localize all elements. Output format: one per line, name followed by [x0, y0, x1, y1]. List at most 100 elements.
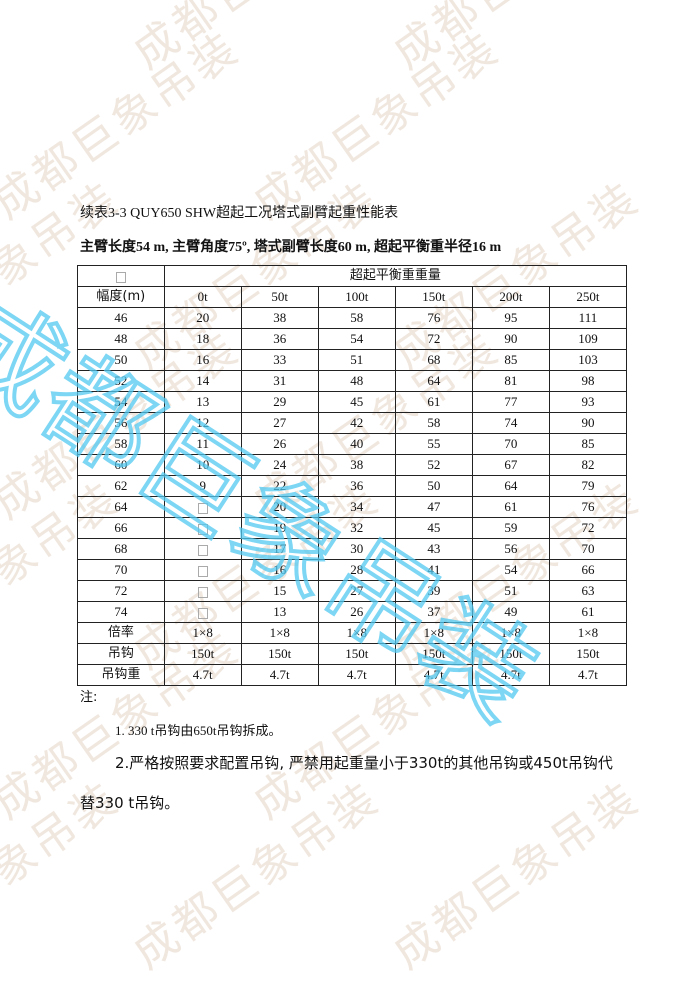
watermark-text: 成都巨象吊装 — [243, 22, 510, 230]
table-row: 66 19 32 45 59 72 — [77, 517, 628, 539]
radius-cell: 72 — [77, 580, 165, 602]
table-row: 48 18 36 54 72 90 109 — [77, 328, 628, 350]
table-row: 50 16 33 51 68 85 103 — [77, 349, 628, 371]
footer-cell: 150t — [163, 643, 242, 665]
notes-heading: 注: — [80, 690, 98, 705]
lifting-capacity-table: 超起平衡重重量 幅度(m) 0t 50t 100t 150t 200t 250t 46 20… — [77, 265, 628, 686]
capacity-cell: 61 — [548, 601, 628, 623]
capacity-cell: 76 — [548, 496, 628, 518]
watermark-text: 成都巨象吊装 — [0, 22, 250, 230]
capacity-cell: 74 — [471, 412, 550, 434]
missing-glyph-icon — [197, 565, 208, 577]
missing-glyph-icon — [197, 586, 208, 598]
capacity-cell: 33 — [240, 349, 319, 371]
capacity-cell: 64 — [394, 370, 473, 392]
capacity-cell: 70 — [471, 433, 550, 455]
missing-glyph-icon — [197, 544, 208, 556]
capacity-cell: 67 — [471, 454, 550, 476]
footer-row: 倍率 1×8 1×8 1×8 1×8 1×8 1×8 — [77, 622, 628, 644]
capacity-cell: 51 — [317, 349, 396, 371]
missing-glyph-icon — [197, 523, 208, 535]
column-header: 100t — [317, 286, 396, 308]
capacity-cell: 16 — [240, 559, 319, 581]
capacity-cell: 45 — [317, 391, 396, 413]
column-header-row: 幅度(m) 0t 50t 100t 150t 200t 250t — [77, 286, 628, 308]
column-header: 50t — [240, 286, 319, 308]
missing-glyph-icon — [197, 607, 208, 619]
table-subtitle: 主臂长度54 m, 主臂角度75º, 塔式副臂长度60 m, 超起平衡重半径16… — [80, 240, 502, 255]
capacity-cell: 31 — [240, 370, 319, 392]
column-header: 150t — [394, 286, 473, 308]
capacity-cell: 70 — [548, 538, 628, 560]
watermark-text: 成都巨象吊装 — [383, 772, 650, 980]
table-row: 72 15 27 39 51 63 — [77, 580, 628, 602]
capacity-cell: 68 — [394, 349, 473, 371]
group-header: 超起平衡重重量 — [163, 265, 628, 287]
capacity-cell: 20 — [163, 307, 242, 329]
table-row: 56 12 27 42 58 74 90 — [77, 412, 628, 434]
capacity-cell: 72 — [394, 328, 473, 350]
footer-label: 吊钩 — [77, 643, 165, 665]
footer-label: 吊钩重 — [77, 664, 165, 686]
capacity-cell: 98 — [548, 370, 628, 392]
radius-cell: 68 — [77, 538, 165, 560]
column-header: 0t — [163, 286, 242, 308]
footer-cell: 4.7t — [163, 664, 242, 686]
capacity-cell: 58 — [317, 307, 396, 329]
footer-cell: 1×8 — [317, 622, 396, 644]
radius-cell: 54 — [77, 391, 165, 413]
table-row: 74 13 26 37 49 61 — [77, 601, 628, 623]
missing-glyph-icon — [115, 271, 126, 283]
capacity-cell: 85 — [548, 433, 628, 455]
footer-cell: 150t — [240, 643, 319, 665]
capacity-cell: 38 — [240, 307, 319, 329]
column-header: 250t — [548, 286, 628, 308]
capacity-cell: 50 — [394, 475, 473, 497]
capacity-cell: 85 — [471, 349, 550, 371]
capacity-cell: 49 — [471, 601, 550, 623]
capacity-cell: 52 — [394, 454, 473, 476]
missing-glyph-icon — [197, 502, 208, 514]
capacity-cell: 56 — [471, 538, 550, 560]
capacity-cell: 77 — [471, 391, 550, 413]
footer-row: 吊钩重 4.7t 4.7t 4.7t 4.7t 4.7t 4.7t — [77, 664, 628, 686]
table-header-row: 超起平衡重重量 — [77, 265, 628, 287]
capacity-cell: 81 — [471, 370, 550, 392]
footer-cell: 1×8 — [163, 622, 242, 644]
radius-cell: 52 — [77, 370, 165, 392]
capacity-cell: 72 — [548, 517, 628, 539]
radius-cell: 74 — [77, 601, 165, 623]
watermark-text: 成都巨象吊装 — [118, 0, 391, 81]
capacity-cell: 29 — [240, 391, 319, 413]
footer-cell: 150t — [394, 643, 473, 665]
capacity-cell: 90 — [548, 412, 628, 434]
footer-cell: 150t — [548, 643, 628, 665]
capacity-cell: 61 — [394, 391, 473, 413]
capacity-cell: 82 — [548, 454, 628, 476]
watermark-text: 成都巨象吊装 — [378, 0, 651, 81]
capacity-cell: 41 — [394, 559, 473, 581]
capacity-cell: 38 — [317, 454, 396, 476]
column-header: 200t — [471, 286, 550, 308]
capacity-cell: 61 — [471, 496, 550, 518]
footer-cell: 4.7t — [317, 664, 396, 686]
footer-cell: 150t — [471, 643, 550, 665]
capacity-cell: 58 — [394, 412, 473, 434]
capacity-cell: 111 — [548, 307, 628, 329]
watermark-text: 成都巨象吊装 — [0, 0, 130, 81]
capacity-cell — [163, 601, 242, 623]
capacity-cell: 18 — [163, 328, 242, 350]
radius-cell: 70 — [77, 559, 165, 581]
table-row: 54 13 29 45 61 77 93 — [77, 391, 628, 413]
capacity-cell: 95 — [471, 307, 550, 329]
note-2-continued: 替330 t吊钩。 — [80, 794, 180, 812]
table-row: 46 20 38 58 76 95 111 — [77, 307, 628, 329]
footer-cell: 4.7t — [240, 664, 319, 686]
capacity-cell: 63 — [548, 580, 628, 602]
empty-corner-cell — [77, 265, 165, 287]
note-1: 1. 330 t吊钩由650t吊钩拆成。 — [115, 723, 282, 738]
table-title: 续表3-3 QUY650 SHW超起工况塔式副臂起重性能表 — [80, 206, 399, 221]
capacity-cell: 40 — [317, 433, 396, 455]
capacity-cell: 48 — [317, 370, 396, 392]
capacity-cell: 79 — [548, 475, 628, 497]
